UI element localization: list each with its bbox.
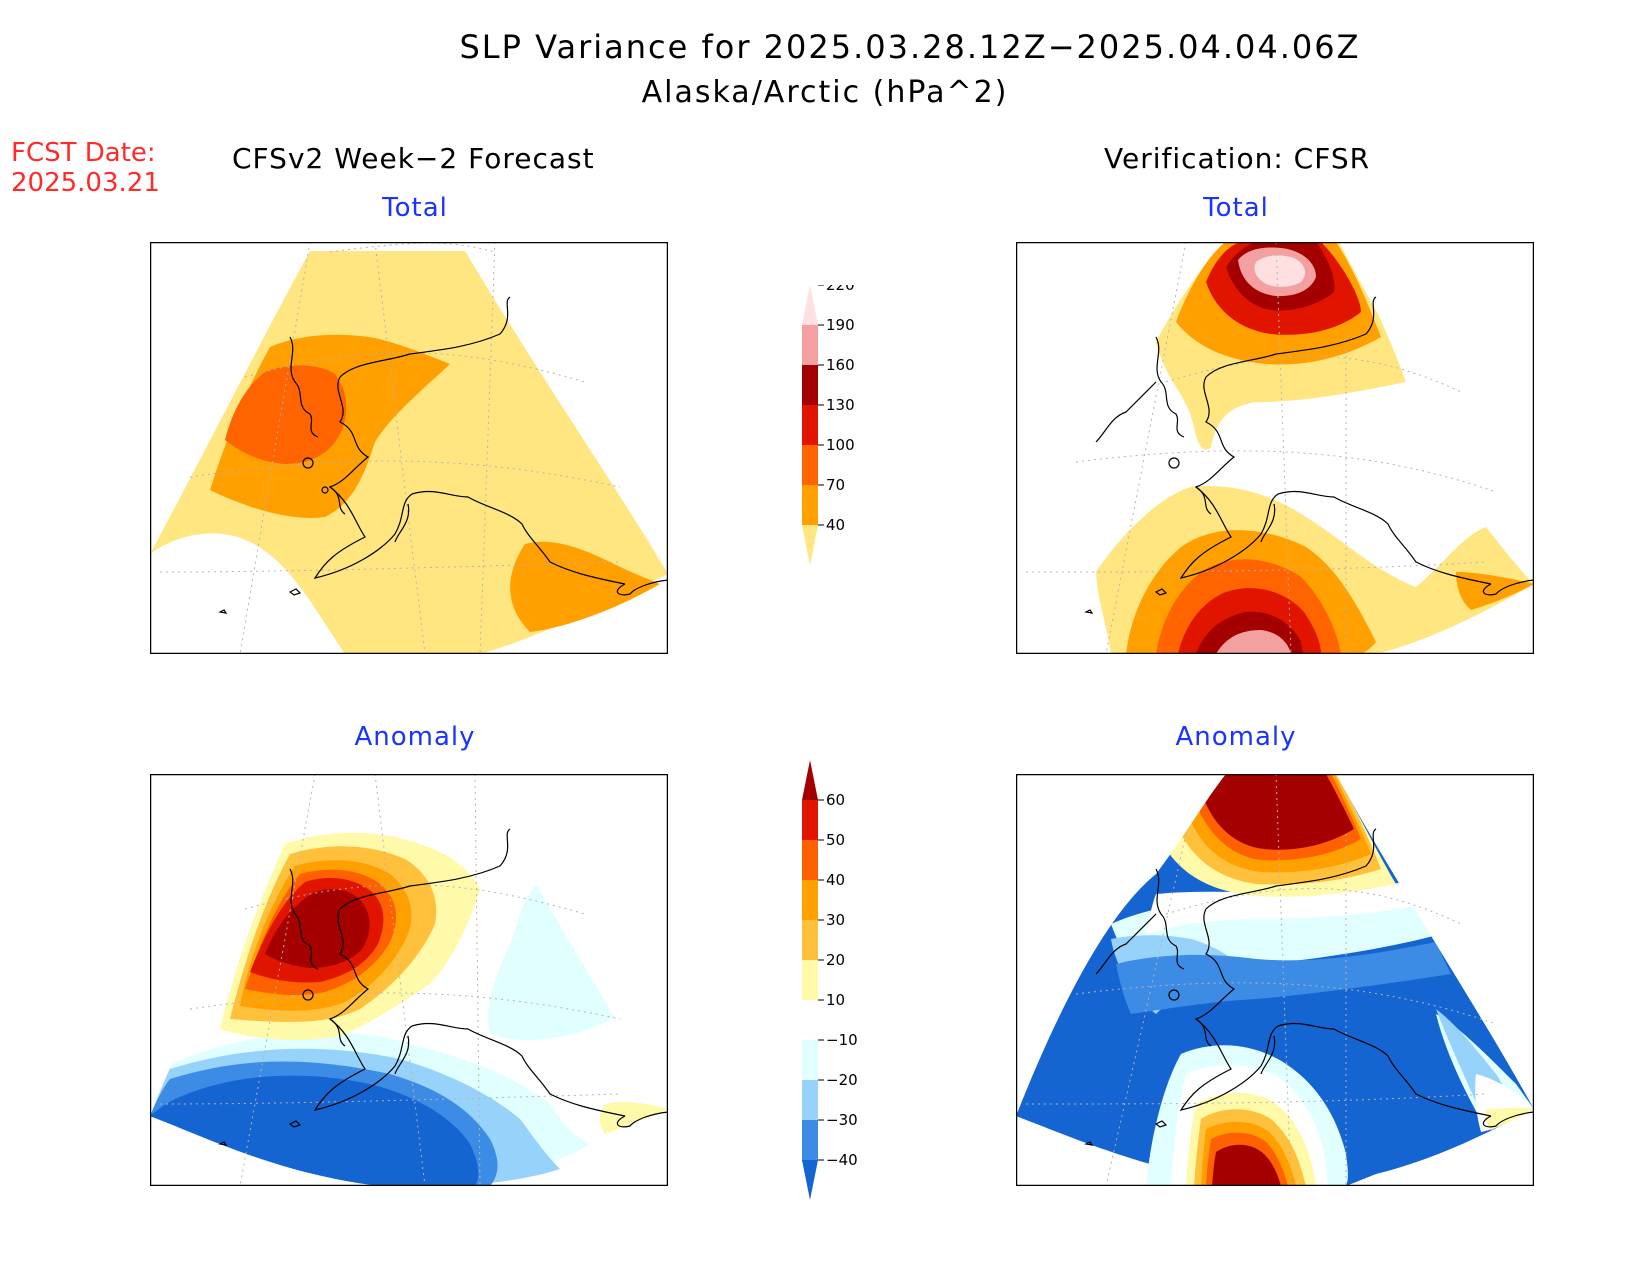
anomaly-colorbar-bin [802,1080,818,1120]
total-colorbar: 40 70 100 130 160 190 220 [802,285,855,565]
anomaly-colorbar-bin [802,1040,818,1080]
orange-contour-southeast [510,541,660,632]
graticule [159,774,621,1186]
top-left-panel-title: Total [382,193,448,223]
total-colorbar-bin [802,525,818,565]
pink-contour-south [1216,630,1291,654]
anomaly-colorbar-bin [802,1000,818,1040]
verification-total-map [1016,242,1534,654]
left-column-title: CFSv2 Week−2 Forecast [232,142,595,175]
anomaly-colorbar-tick-label: −30 [826,1111,858,1129]
bottom-right-panel-title: Anomaly [1175,722,1297,752]
graticule [1025,242,1497,654]
forecast-anomaly-map [150,774,668,1186]
coastlines [1084,296,1534,614]
anomaly-colorbar-tick-label: 20 [826,951,845,969]
total-colorbar-bin [802,405,818,445]
total-colorbar-tick-label: 160 [826,356,855,374]
darkred-north [1204,774,1354,850]
map-frame [1016,774,1534,1186]
fcst-date-label: FCST Date: [11,138,156,168]
white-outside-right [1336,774,1534,1109]
anomaly-colorbar-tick-label: 30 [826,911,845,929]
white-outside-right [465,242,668,574]
total-colorbar-bin [802,485,818,525]
darkred-north [265,889,370,968]
map-frame [1016,242,1534,654]
total-colorbar-tick-label: 100 [826,436,855,454]
anomaly-colorbar-bin [802,840,818,880]
white-outside-left [150,242,310,554]
anomaly-colorbar: −40 −30 −20 −10 10 20 30 40 50 60 [802,760,858,1200]
coastlines [218,828,668,1146]
white-north-band [1146,879,1426,934]
total-colorbar-tick-label: 220 [826,285,855,294]
anomaly-colorbar-tick-label: −10 [826,1031,858,1049]
verification-anomaly-map [1016,774,1534,1186]
graticule [1025,774,1497,1186]
white-outside-right [475,774,668,1109]
total-colorbar-tick-label: 40 [826,516,845,534]
total-colorbar-bin [802,365,818,405]
anomaly-colorbar-bin [802,800,818,840]
graticule [159,242,621,654]
anomaly-colorbar-bin [802,960,818,1000]
map-frame [150,242,668,654]
paleblue-east [487,880,620,1041]
coastlines [218,296,668,614]
total-colorbar-bin [802,285,818,325]
total-colorbar-bin [802,445,818,485]
white-outside-right [1339,242,1534,584]
white-outside-left [1016,242,1224,572]
bottom-left-panel-title: Anomaly [354,722,476,752]
white-outside-left [150,774,315,1116]
page-title: SLP Variance for 2025.03.28.12Z−2025.04.… [459,28,1361,66]
anomaly-colorbar-tick-label: 60 [826,791,845,809]
map-frame [150,774,668,1186]
fcst-date-value: 2025.03.21 [11,168,160,198]
coastlines [1084,828,1534,1146]
dark-orange-contour-west [225,365,347,464]
anomaly-colorbar-bin [802,1120,818,1160]
anomaly-colorbar-bin [802,760,818,800]
paleyellow-se [599,1101,668,1134]
top-right-panel-title: Total [1203,193,1269,223]
total-colorbar-tick-label: 130 [826,396,855,414]
orange-east [1456,572,1534,610]
lightpink-contour-north [1254,255,1306,287]
total-colorbar-bin [802,325,818,365]
anomaly-colorbar-bin [802,880,818,920]
darkred-south [1212,1144,1281,1186]
white-area-west [150,533,345,654]
anomaly-colorbar-tick-label: −40 [826,1151,858,1169]
anomaly-colorbar-bin [802,920,818,960]
anomaly-colorbar-bin [802,1160,818,1200]
forecast-total-map [150,242,668,654]
anomaly-colorbar-tick-label: 50 [826,831,845,849]
anomaly-colorbar-tick-label: −20 [826,1071,858,1089]
total-colorbar-tick-label: 70 [826,476,845,494]
right-column-title: Verification: CFSR [1104,142,1371,175]
anomaly-colorbar-tick-label: 10 [826,991,845,1009]
anomaly-colorbar-tick-label: 40 [826,871,845,889]
page-subtitle: Alaska/Arctic (hPa^2) [641,75,1009,110]
total-colorbar-tick-label: 190 [826,316,855,334]
white-outside-left [1016,774,1226,1116]
